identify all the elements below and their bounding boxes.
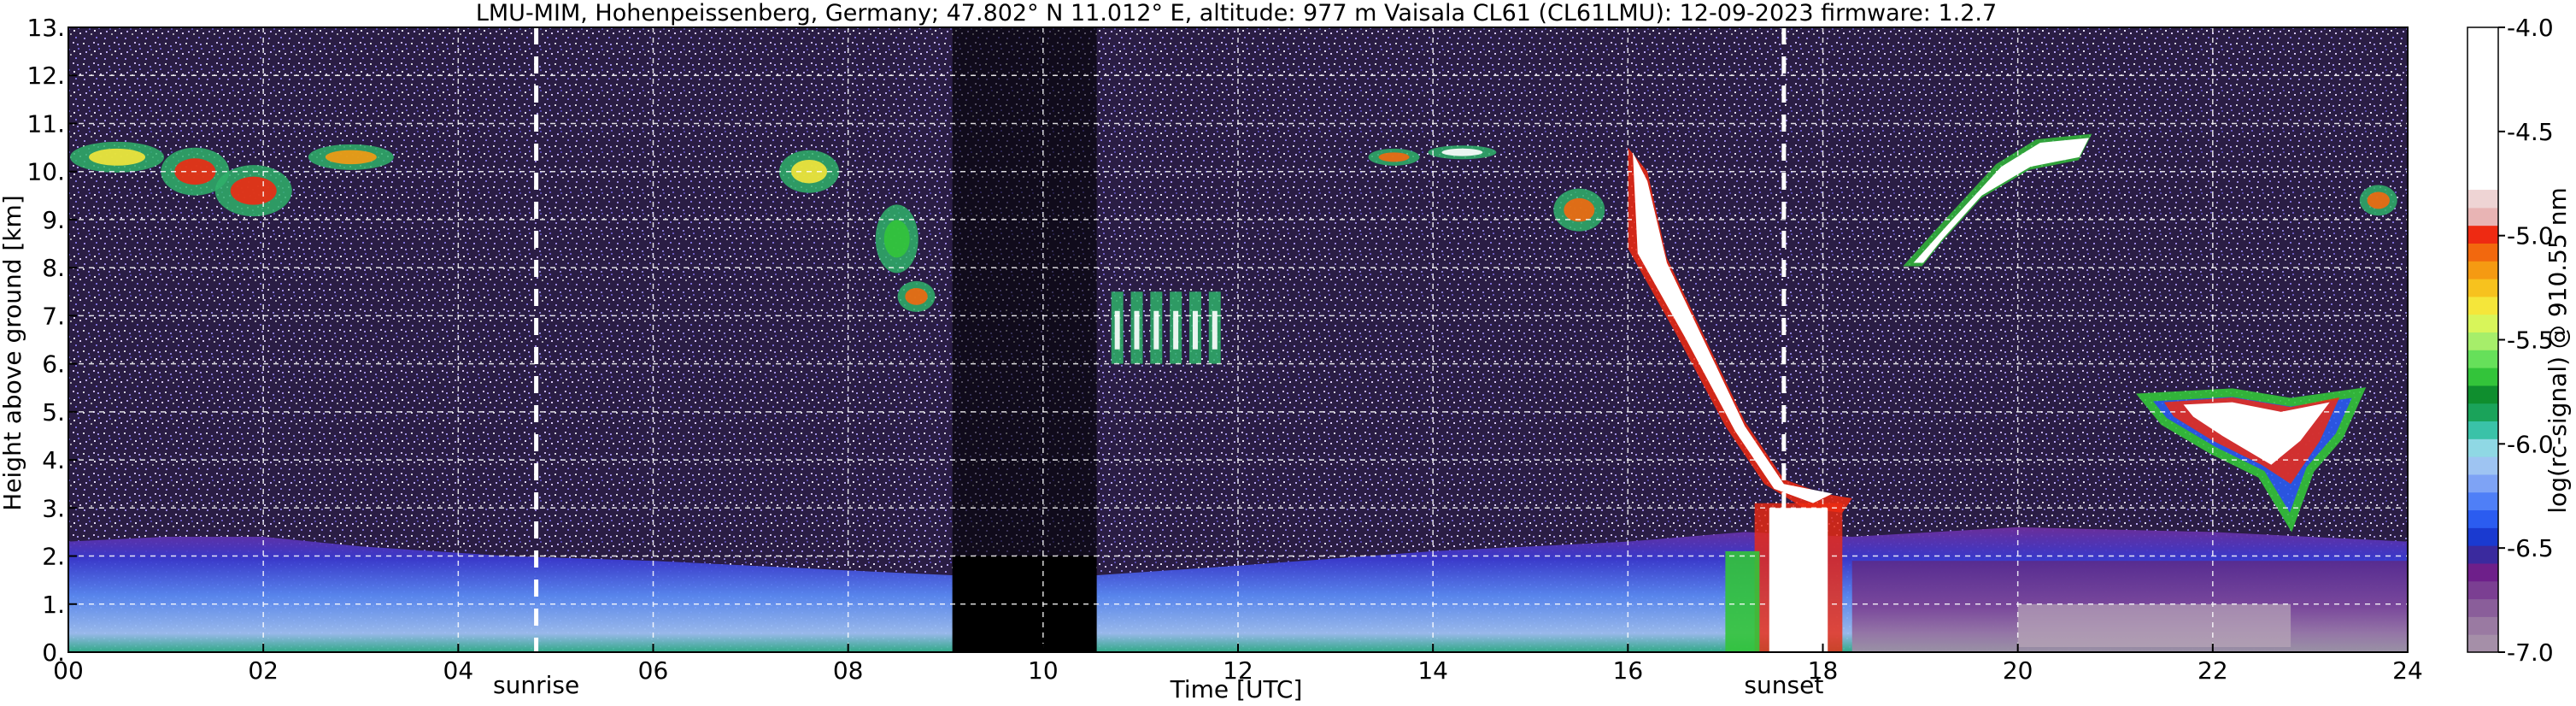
cirrus-late-core [2367, 191, 2390, 209]
colorbar-tick-label: -5.5 [2507, 327, 2554, 355]
precip-column-green [1725, 550, 1760, 652]
y-axis-label: Height above ground [km] [0, 195, 26, 511]
x-tick-label: 00 [53, 656, 84, 685]
y-tick-label: 13. [26, 14, 65, 42]
colorbar-tick-label: -6.0 [2507, 430, 2554, 458]
colorbar-segment [2467, 634, 2498, 653]
colorbar-segment [2467, 456, 2498, 475]
colorbar-segment [2467, 545, 2498, 564]
cirrus-morning-2-core [883, 220, 910, 258]
colorbar-segment [2467, 190, 2498, 209]
colorbar-segment [2467, 296, 2498, 315]
cirrus-morning-3-core [905, 287, 928, 305]
y-tick-label: 6. [42, 350, 65, 379]
y-tick-label: 1. [42, 591, 65, 619]
fall-streak-core [1173, 310, 1179, 350]
y-tick-label: 0. [42, 638, 65, 667]
colorbar-segment [2467, 261, 2498, 279]
precip-column [1769, 508, 1828, 652]
colorbar-segment [2467, 279, 2498, 297]
colorbar-tick-label: -6.5 [2507, 534, 2554, 562]
axes-layer: sunrise sunset 00 02 04 06 08 10 12 14 16 18 20 22 24 0… [26, 14, 2422, 699]
fall-streak-core [1114, 310, 1120, 350]
sunset-label: sunset [1744, 671, 1823, 699]
colorbar-segment [2467, 491, 2498, 511]
x-axis-label: Time [UTC] [1170, 675, 1303, 703]
midlevel-cloud [2183, 402, 2330, 465]
data-gap-shade [952, 27, 1097, 652]
colorbar-segment [2467, 314, 2498, 333]
colorbar-segment [2467, 562, 2498, 582]
colorbar-segment [2467, 616, 2498, 635]
colorbar-segment [2467, 27, 2498, 191]
colorbar-segment [2467, 421, 2498, 439]
residual-layer-core [2017, 603, 2291, 647]
y-tick-label: 5. [42, 398, 65, 427]
cirrus-noon-2-core [1441, 148, 1483, 156]
y-tick-label: 8. [42, 254, 65, 282]
x-tick-label: 04 [443, 656, 474, 685]
cirrus-noon-1-core [1378, 152, 1410, 162]
cirrus-evening [1913, 138, 2089, 263]
colorbar-segment [2467, 438, 2498, 457]
y-tick-label: 3. [42, 494, 65, 522]
colorbar-label: log(rc-signal) @ 910.55 nm [2544, 187, 2572, 513]
colorbar-tick-label: -4.0 [2507, 14, 2554, 42]
y-tick-label: 2. [42, 543, 65, 571]
colorbar-segment [2467, 580, 2498, 600]
x-tick-label: 02 [248, 656, 279, 685]
colorbar-tick-label: -4.5 [2507, 118, 2554, 146]
y-tick-label: 7. [42, 302, 65, 330]
colorbar-segment [2467, 243, 2498, 262]
y-tick-label: 10. [26, 158, 65, 186]
x-tick-label: 16 [1613, 656, 1644, 685]
colorbar-segment [2467, 598, 2498, 617]
descending-cloud-edge [1628, 147, 1852, 513]
colorbar-segment [2467, 474, 2498, 493]
colorbar-tick-label: -7.0 [2507, 638, 2554, 667]
colorbar-segment [2467, 225, 2498, 244]
x-tick-label: 24 [2392, 656, 2423, 685]
x-tick-label: 08 [833, 656, 864, 685]
fall-streak-core [1212, 310, 1218, 350]
colorbar-segment [2467, 350, 2498, 368]
colorbar-segment [2467, 385, 2498, 404]
fall-streak-core [1134, 310, 1140, 350]
colorbar: -4.0 -4.5 -5.0 -5.5 -6.0 -6.5 -7.0 [2467, 14, 2554, 667]
y-tick-label: 12. [26, 62, 65, 90]
fall-streak-core [1153, 310, 1159, 350]
x-tick-label: 10 [1028, 656, 1059, 685]
x-tick-label: 14 [1417, 656, 1448, 685]
x-tick-label: 18 [1808, 656, 1839, 685]
x-tick-label: 22 [2198, 656, 2228, 685]
cirrus-afternoon-1-core [1564, 197, 1595, 222]
cirrus-early-1-core [89, 148, 146, 166]
x-tick-label: 12 [1223, 656, 1253, 685]
colorbar-segment [2467, 332, 2498, 350]
y-tick-label: 4. [42, 446, 65, 474]
y-tick-label: 9. [42, 206, 65, 234]
sunrise-label: sunrise [493, 671, 579, 699]
fall-streak-core [1192, 310, 1198, 350]
colorbar-segment [2467, 368, 2498, 386]
colorbar-segment [2467, 403, 2498, 422]
colorbar-tick-label: -5.0 [2507, 222, 2554, 250]
x-tick-label: 20 [2003, 656, 2033, 685]
cirrus-early-4-core [325, 150, 377, 165]
cirrus-early-3-core [230, 176, 277, 205]
x-tick-label: 06 [638, 656, 669, 685]
y-tick-label: 11. [26, 109, 65, 138]
colorbar-segment [2467, 207, 2498, 227]
colorbar-segment [2467, 527, 2498, 546]
colorbar-segment [2467, 509, 2498, 528]
chart-title: LMU-MIM, Hohenpeissenberg, Germany; 47.8… [476, 0, 1997, 26]
